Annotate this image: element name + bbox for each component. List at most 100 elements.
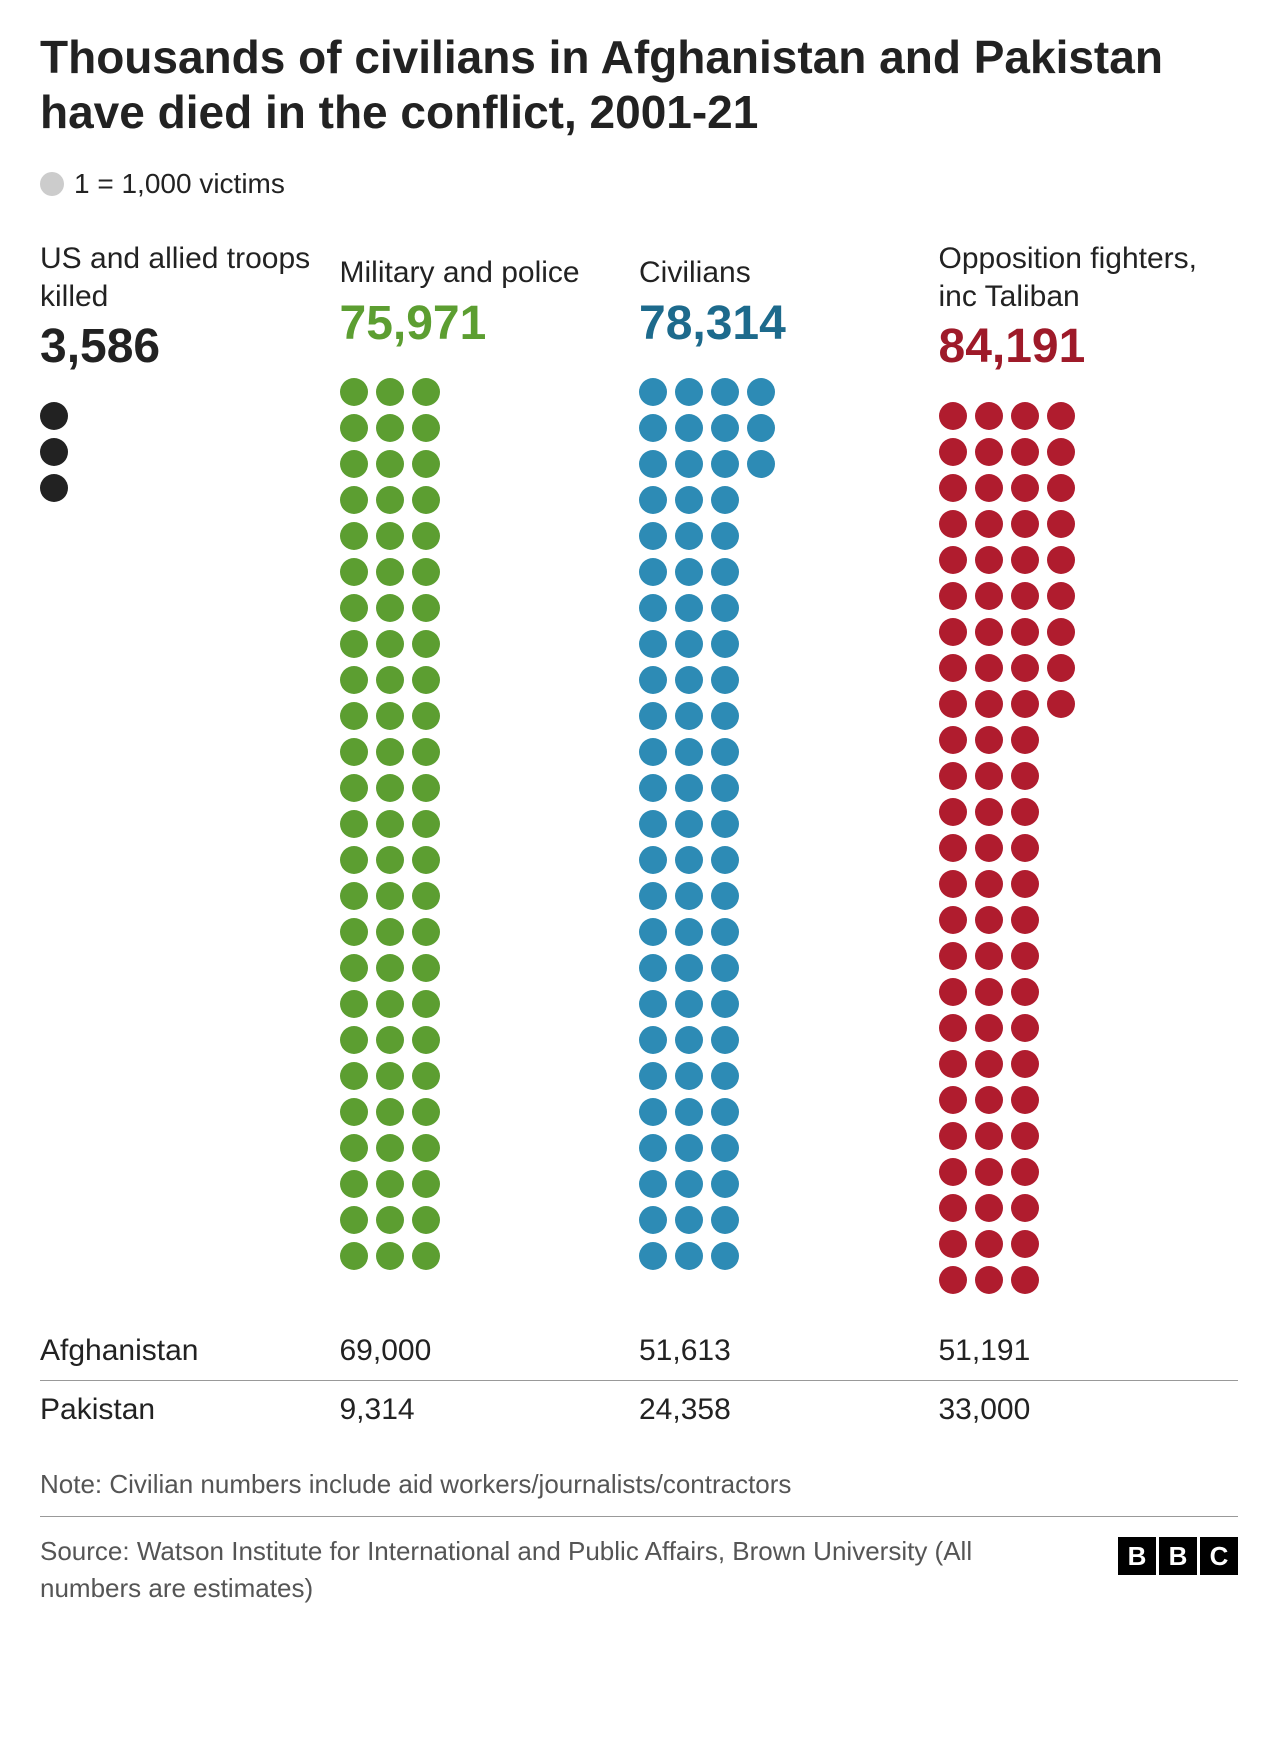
bbc-logo: BBC: [1118, 1537, 1238, 1575]
dot-icon: [711, 378, 739, 406]
dot-icon: [376, 918, 404, 946]
dot-icon: [711, 594, 739, 622]
dot-icon: [711, 450, 739, 478]
dot-icon: [1011, 618, 1039, 646]
dot-icon: [340, 630, 368, 658]
dot-icon: [1011, 690, 1039, 718]
category-column: Opposition fighters, inc Taliban84,191: [939, 240, 1239, 1302]
dot-icon: [639, 414, 667, 442]
dot-icon: [711, 990, 739, 1018]
row-value: 33,000: [939, 1393, 1239, 1427]
dot-icon: [711, 702, 739, 730]
dot-icon: [412, 414, 440, 442]
dot-icon: [412, 522, 440, 550]
dot-icon: [939, 798, 967, 826]
dot-icon: [639, 846, 667, 874]
dot-grid: [639, 378, 939, 1278]
dot-icon: [675, 1242, 703, 1270]
dot-icon: [675, 918, 703, 946]
category-column: Military and police75,971: [340, 240, 640, 1302]
dot-column: [412, 378, 440, 1278]
row-label: Pakistan: [40, 1393, 340, 1427]
dot-icon: [639, 558, 667, 586]
dot-icon: [1011, 582, 1039, 610]
dot-icon: [639, 486, 667, 514]
dot-icon: [975, 510, 1003, 538]
dot-icon: [412, 1242, 440, 1270]
dot-icon: [675, 1098, 703, 1126]
dot-icon: [975, 690, 1003, 718]
dot-icon: [1011, 1158, 1039, 1186]
dot-icon: [711, 882, 739, 910]
dot-icon: [639, 1026, 667, 1054]
dot-column: [975, 402, 1003, 1302]
dot-icon: [376, 1026, 404, 1054]
footer: Source: Watson Institute for Internation…: [40, 1533, 1238, 1606]
dot-grid: [939, 402, 1239, 1302]
footnote: Note: Civilian numbers include aid worke…: [40, 1469, 1238, 1517]
category-header: Opposition fighters, inc Taliban84,191: [939, 240, 1239, 374]
dot-icon: [1047, 474, 1075, 502]
dot-icon: [711, 486, 739, 514]
dot-icon: [412, 1206, 440, 1234]
dot-icon: [711, 558, 739, 586]
category-header: Civilians78,314: [639, 240, 939, 350]
dot-icon: [376, 1242, 404, 1270]
dot-icon: [412, 1098, 440, 1126]
dot-icon: [340, 378, 368, 406]
dot-icon: [340, 1062, 368, 1090]
dot-icon: [376, 1170, 404, 1198]
dot-icon: [340, 738, 368, 766]
dot-icon: [711, 1206, 739, 1234]
dot-icon: [675, 450, 703, 478]
dot-icon: [1047, 618, 1075, 646]
dot-icon: [412, 954, 440, 982]
dot-icon: [412, 990, 440, 1018]
dot-icon: [711, 918, 739, 946]
dot-icon: [340, 1170, 368, 1198]
dot-icon: [639, 702, 667, 730]
dot-icon: [376, 1098, 404, 1126]
dot-icon: [1011, 1230, 1039, 1258]
dot-icon: [639, 1098, 667, 1126]
dot-icon: [939, 582, 967, 610]
dot-icon: [939, 1194, 967, 1222]
dot-icon: [975, 618, 1003, 646]
dot-icon: [340, 1026, 368, 1054]
dot-icon: [412, 882, 440, 910]
dot-icon: [340, 522, 368, 550]
row-value: 51,613: [639, 1334, 939, 1368]
dot-icon: [939, 762, 967, 790]
dot-icon: [939, 1230, 967, 1258]
dot-icon: [376, 378, 404, 406]
legend-text: 1 = 1,000 victims: [74, 168, 285, 200]
dot-icon: [639, 990, 667, 1018]
dot-icon: [1011, 1122, 1039, 1150]
dot-icon: [412, 558, 440, 586]
dot-icon: [939, 1122, 967, 1150]
dot-icon: [711, 1026, 739, 1054]
dot-icon: [711, 666, 739, 694]
dot-icon: [1011, 978, 1039, 1006]
dot-column: [747, 378, 775, 1278]
chart-title: Thousands of civilians in Afghanistan an…: [40, 30, 1238, 140]
table-row: Afghanistan69,00051,61351,191: [40, 1322, 1238, 1381]
dot-icon: [639, 774, 667, 802]
dot-icon: [412, 1134, 440, 1162]
dot-icon: [975, 834, 1003, 862]
dot-icon: [1011, 1086, 1039, 1114]
dot-icon: [1011, 1050, 1039, 1078]
dot-icon: [939, 1086, 967, 1114]
dot-icon: [675, 738, 703, 766]
dot-icon: [40, 402, 68, 430]
dot-icon: [675, 1062, 703, 1090]
dot-icon: [939, 726, 967, 754]
dot-icon: [747, 450, 775, 478]
dot-icon: [975, 1158, 1003, 1186]
dot-icon: [412, 594, 440, 622]
dot-icon: [376, 1206, 404, 1234]
dot-icon: [376, 450, 404, 478]
dot-icon: [412, 630, 440, 658]
dot-icon: [975, 1230, 1003, 1258]
dot-grid: [340, 378, 640, 1278]
